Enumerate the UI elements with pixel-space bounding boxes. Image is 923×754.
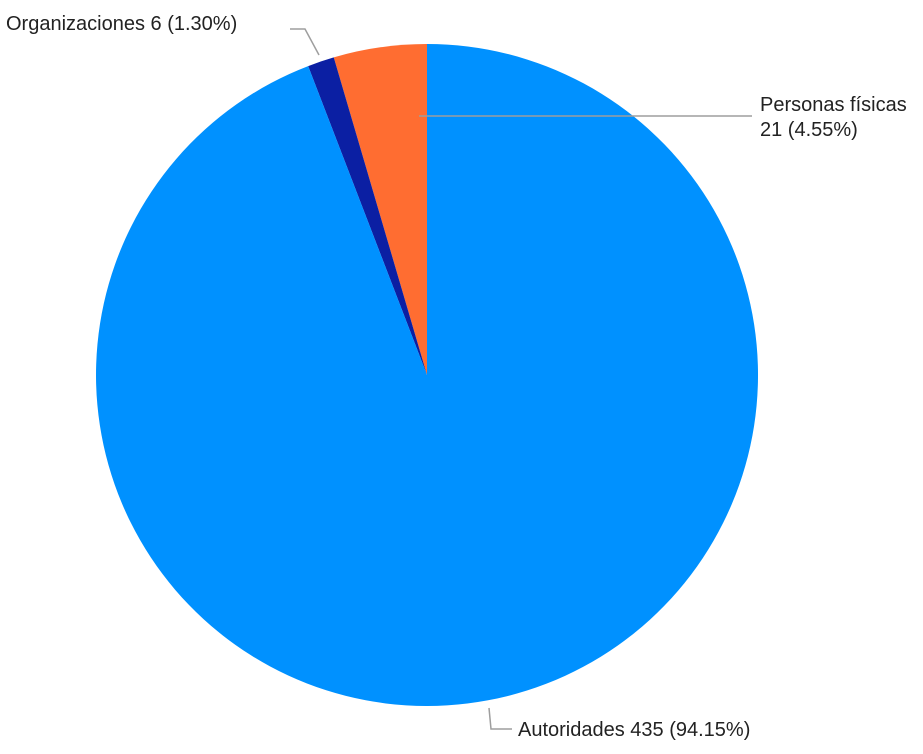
pie-slices <box>96 43 759 706</box>
pie-slice-autoridades <box>96 43 759 706</box>
leader-line-autoridades <box>488 707 512 730</box>
pie-slice-personas-f-sicas <box>333 44 427 375</box>
label-personas-name: Personas físicas <box>760 94 907 116</box>
leader-line-organizaciones <box>290 28 320 56</box>
label-personas-value: 21 (4.55%) <box>760 119 858 141</box>
pie-slice-organizaciones <box>308 57 427 375</box>
label-organizaciones: Organizaciones 6 (1.30%) <box>6 13 237 35</box>
label-autoridades: Autoridades 435 (94.15%) <box>518 719 750 741</box>
